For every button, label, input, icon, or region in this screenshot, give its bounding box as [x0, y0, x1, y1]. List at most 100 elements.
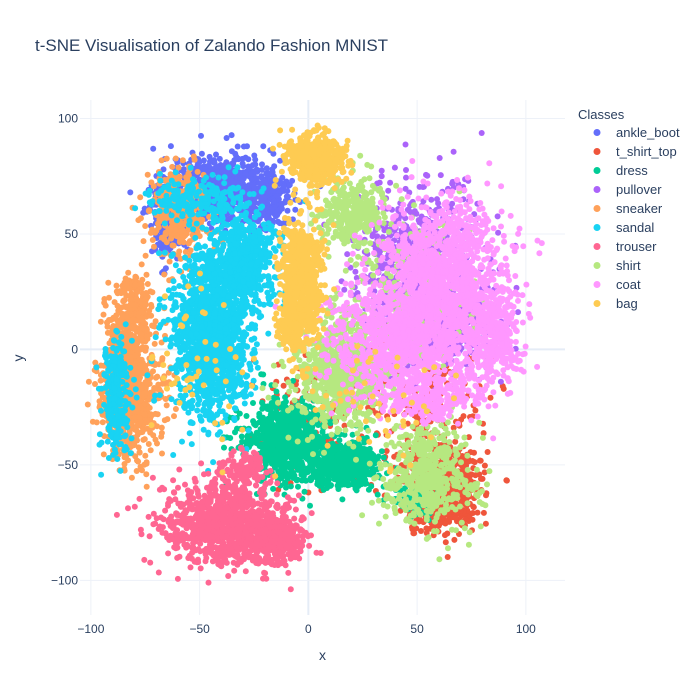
point-ankle-boot [268, 206, 275, 212]
point-ankle-boot [235, 156, 242, 163]
point-ankle-boot [160, 166, 167, 173]
point-dress [298, 418, 305, 425]
point-sneaker [150, 432, 157, 439]
point-ankle-boot [259, 194, 266, 201]
point-dress [239, 438, 246, 445]
point-dress [290, 475, 297, 481]
point-ankle-boot [207, 176, 214, 183]
point-sneaker [161, 417, 168, 424]
point-dress [266, 451, 273, 458]
point-pullover [515, 309, 521, 316]
point-dress [269, 444, 276, 451]
point-dress [345, 454, 352, 461]
point-ankle-boot [211, 157, 218, 164]
point-t-shirt-top [444, 530, 451, 537]
point-dress [374, 491, 381, 498]
point-pullover [402, 185, 409, 192]
point-t-shirt-top [470, 504, 477, 511]
point-dress [352, 485, 359, 492]
point-ankle-boot [162, 265, 169, 272]
point-pullover [495, 229, 502, 236]
point-dress [339, 496, 346, 503]
point-ankle-boot [277, 201, 284, 207]
point-pullover [436, 155, 443, 161]
point-sneaker [85, 378, 92, 385]
point-dress [281, 441, 288, 448]
point-t-shirt-top [482, 520, 489, 527]
point-ankle-boot [127, 189, 134, 196]
point-dress [301, 488, 308, 495]
point-dress [275, 468, 282, 475]
point-sneaker [159, 450, 165, 457]
point-sneaker [122, 454, 129, 461]
point-dress [272, 455, 279, 462]
point-ankle-boot [232, 150, 239, 157]
point-sneaker [92, 381, 98, 387]
point-dress [337, 475, 344, 482]
point-pullover [352, 268, 359, 275]
point-ankle-boot [223, 135, 230, 141]
point-dress [282, 394, 289, 401]
point-t-shirt-top [480, 509, 487, 516]
point-dress [335, 484, 342, 491]
point-t-shirt-top [481, 462, 488, 469]
point-t-shirt-top [474, 509, 481, 516]
point-dress [362, 476, 369, 483]
point-ankle-boot [250, 201, 257, 208]
point-pullover [497, 378, 504, 385]
point-ankle-boot [232, 179, 239, 186]
point-dress [266, 439, 273, 446]
point-sneaker [106, 294, 112, 301]
point-pullover [403, 167, 409, 173]
point-ankle-boot [239, 160, 246, 167]
point-dress [238, 433, 245, 440]
point-ankle-boot [253, 175, 260, 182]
point-dress [227, 435, 234, 441]
point-ankle-boot [206, 153, 213, 160]
point-dress [278, 431, 285, 438]
point-pullover [437, 172, 444, 179]
point-dress [365, 486, 372, 493]
point-dress [378, 448, 385, 455]
point-ankle-boot [196, 159, 203, 165]
point-dress [340, 457, 346, 464]
point-ankle-boot [249, 182, 256, 188]
point-dress [278, 463, 285, 470]
point-t-shirt-top [477, 457, 483, 464]
point-ankle-boot [226, 215, 233, 222]
point-dress [325, 455, 331, 461]
point-t-shirt-top [452, 515, 459, 522]
point-ankle-boot [259, 161, 265, 168]
point-ankle-boot [282, 197, 289, 204]
point-pullover [387, 179, 394, 186]
point-ankle-boot [274, 218, 281, 225]
point-ankle-boot [240, 143, 247, 150]
point-dress [328, 464, 335, 471]
point-sneaker [128, 474, 135, 481]
point-t-shirt-top [472, 407, 479, 414]
point-dress [307, 477, 314, 484]
point-dress [260, 427, 267, 434]
point-dress [366, 470, 373, 477]
point-ankle-boot [198, 150, 205, 157]
point-ankle-boot [284, 207, 291, 214]
point-dress [283, 484, 289, 491]
point-sneaker [163, 402, 170, 409]
point-sneaker [159, 357, 166, 363]
point-dress [315, 467, 321, 474]
point-ankle-boot [252, 156, 259, 163]
point-pullover [378, 173, 385, 180]
point-t-shirt-top [442, 539, 449, 546]
point-pullover [450, 148, 457, 155]
point-t-shirt-top [503, 477, 510, 484]
point-dress [273, 388, 280, 395]
point-pullover [403, 174, 409, 181]
point-dress [290, 420, 297, 427]
point-dress [243, 413, 250, 419]
point-dress [273, 437, 280, 443]
point-pullover [478, 130, 485, 136]
point-pullover [391, 164, 398, 171]
point-ankle-boot [252, 168, 259, 175]
point-dress [270, 485, 277, 492]
